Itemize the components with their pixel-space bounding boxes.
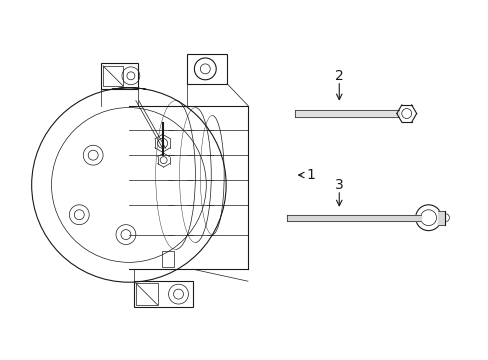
Text: 1: 1 <box>306 168 315 182</box>
Bar <box>103 66 122 86</box>
Text: 2: 2 <box>334 69 343 83</box>
Polygon shape <box>286 215 420 221</box>
Bar <box>162 251 173 267</box>
Bar <box>187 54 226 84</box>
Polygon shape <box>438 211 445 225</box>
Bar <box>136 283 157 305</box>
Text: 3: 3 <box>334 178 343 192</box>
Bar <box>101 63 138 89</box>
Bar <box>134 281 193 307</box>
Polygon shape <box>294 110 398 117</box>
